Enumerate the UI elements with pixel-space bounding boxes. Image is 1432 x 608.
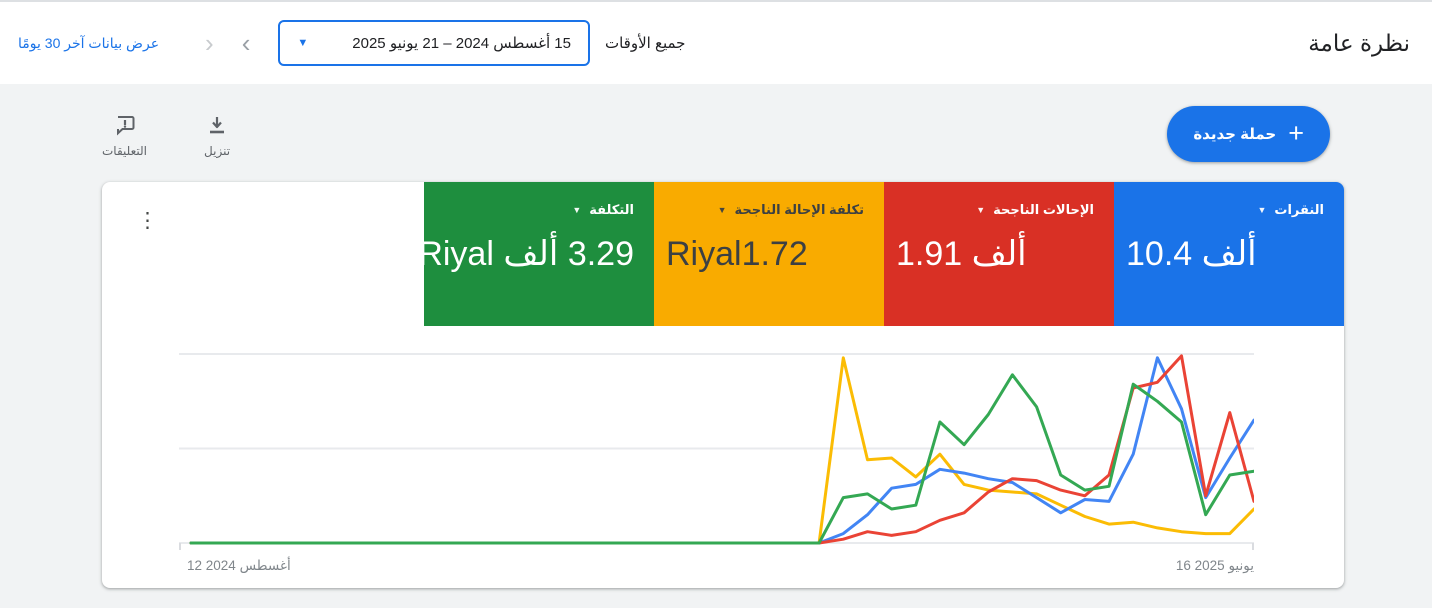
- chart-area: 12 أغسطس 2024 16 يونيو 2025: [102, 326, 1344, 574]
- kebab-icon: ⋮: [137, 209, 158, 232]
- date-range-picker[interactable]: 15 أغسطس 2024 – 21 يونيو 2025 ▼: [278, 20, 590, 66]
- chart-series-group: [189, 354, 1254, 545]
- date-preset-label[interactable]: جميع الأوقات: [604, 35, 686, 52]
- icon-actions: تنزيل التعليقات: [96, 106, 245, 159]
- date-controls: جميع الأوقات 15 أغسطس 2024 – 21 يونيو 20…: [18, 20, 685, 66]
- metric-selector[interactable]: الإحالات الناجحة ▼: [896, 202, 1094, 218]
- chevron-left-icon: ‹: [205, 28, 214, 58]
- new-campaign-button[interactable]: + حملة جديدة: [1167, 106, 1330, 162]
- plus-icon: +: [1288, 117, 1304, 148]
- top-bar: نظرة عامة جميع الأوقات 15 أغسطس 2024 – 2…: [0, 0, 1432, 84]
- metric-tiles: النقرات ▼ 10.4 ألف الإحالات الناجحة ▼ 1.…: [418, 182, 1344, 326]
- page-title: نظرة عامة: [1308, 29, 1410, 56]
- metric-value: 3.29 ألف Riyal: [418, 235, 634, 273]
- x-axis-end-label: 16 يونيو 2025: [1175, 558, 1254, 573]
- metric-tile-cost-per-conversion[interactable]: تكلفة الإحالة الناجحة ▼ Riyal1.72: [654, 182, 884, 326]
- metric-selector[interactable]: تكلفة الإحالة الناجحة ▼: [666, 202, 864, 218]
- dropdown-caret-icon: ▼: [976, 204, 986, 215]
- metric-tile-cost[interactable]: التكلفة ▼ 3.29 ألف Riyal: [418, 182, 654, 326]
- date-nav-right-button[interactable]: ›: [232, 28, 261, 58]
- metric-value: 10.4 ألف: [1126, 235, 1257, 273]
- metric-label: التكلفة: [589, 202, 634, 217]
- download-icon: [210, 117, 225, 134]
- metric-value: Riyal1.72: [666, 235, 808, 273]
- dropdown-caret-icon: ▼: [297, 36, 309, 49]
- metric-selector[interactable]: التكلفة ▼: [436, 202, 634, 218]
- actions-row: + حملة جديدة تنزيل التعليقات: [0, 84, 1432, 162]
- card-header: النقرات ▼ 10.4 ألف الإحالات الناجحة ▼ 1.…: [102, 182, 1344, 326]
- feedback-icon: [116, 116, 135, 136]
- chart-line-clicks: [189, 356, 1254, 545]
- overview-card: النقرات ▼ 10.4 ألف الإحالات الناجحة ▼ 1.…: [102, 182, 1344, 588]
- more-options-button[interactable]: ⋮: [137, 210, 158, 231]
- metric-selector[interactable]: النقرات ▼: [1126, 202, 1324, 218]
- metric-label: الإحالات الناجحة: [993, 202, 1094, 217]
- chart-line-cost: [189, 373, 1254, 545]
- trend-chart: [179, 353, 1254, 550]
- dropdown-caret-icon: ▼: [717, 204, 727, 215]
- dropdown-caret-icon: ▼: [572, 204, 582, 215]
- feedback-button[interactable]: التعليقات: [96, 112, 153, 159]
- metric-label: تكلفة الإحالة الناجحة: [734, 202, 864, 217]
- metric-tile-conversions[interactable]: الإحالات الناجحة ▼ 1.91 ألف: [884, 182, 1114, 326]
- download-label: تنزيل: [204, 144, 231, 158]
- metric-label: النقرات: [1274, 202, 1324, 217]
- download-button[interactable]: تنزيل: [189, 112, 245, 159]
- metric-tile-clicks[interactable]: النقرات ▼ 10.4 ألف: [1114, 182, 1344, 326]
- dropdown-caret-icon: ▼: [1257, 204, 1267, 215]
- metric-value: 1.91 ألف: [896, 235, 1027, 273]
- x-axis-labels: 12 أغسطس 2024 16 يونيو 2025: [179, 558, 1254, 574]
- new-campaign-label: حملة جديدة: [1193, 126, 1277, 143]
- x-axis-start-label: 12 أغسطس 2024: [187, 558, 291, 573]
- show-last-30-days-link[interactable]: عرض بيانات آخر 30 يومًا: [18, 34, 160, 51]
- date-nav-left-button[interactable]: ‹: [195, 28, 224, 58]
- chevron-right-icon: ›: [241, 28, 251, 58]
- feedback-label: التعليقات: [102, 144, 148, 158]
- date-range-text: 15 أغسطس 2024 – 21 يونيو 2025: [352, 35, 571, 52]
- chart-line-cost_per_conversion: [189, 356, 1254, 545]
